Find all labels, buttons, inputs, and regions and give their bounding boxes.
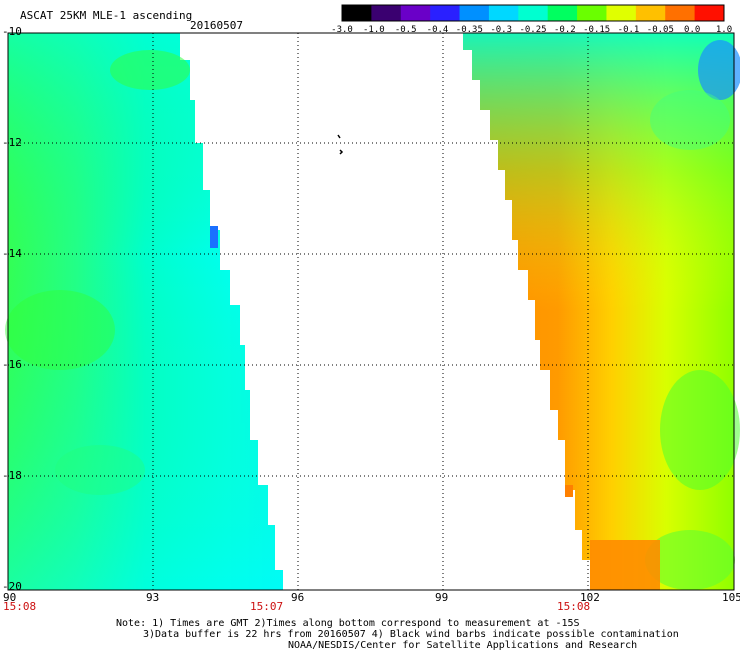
lat-label: -18: [2, 469, 22, 482]
lat-label: -12: [2, 136, 22, 149]
colorbar-tick-label: -0.2: [554, 25, 576, 35]
lat-label: -16: [2, 358, 22, 371]
colorbar-swatch: [342, 5, 372, 21]
colorbar-tick-label: -0.5: [395, 25, 417, 35]
colorbar-tick-label: -3.0: [331, 25, 353, 35]
colorbar-swatch: [665, 5, 696, 21]
colorbar-tick-label: -1.0: [363, 25, 385, 35]
footer-note-3: NOAA/NESDIS/Center for Satellite Applica…: [288, 640, 638, 651]
colorbar-swatch: [547, 5, 578, 21]
colorbar-tick-label: -0.25: [519, 25, 546, 35]
colorbar-swatch: [518, 5, 549, 21]
colorbar-frame: [341, 4, 725, 22]
colorbar-swatch: [606, 5, 637, 21]
time-label: 15:08: [557, 600, 591, 613]
left-swath: [5, 33, 283, 590]
colorbar-swatch: [694, 5, 725, 21]
lon-label: 93: [146, 591, 160, 604]
wind-barb: [337, 134, 344, 155]
time-label: 15:08: [3, 600, 37, 613]
lon-label: 99: [435, 591, 449, 604]
lon-label: 105: [722, 591, 740, 604]
colorbar-tick-label: 0.0: [684, 25, 700, 35]
colorbar: -3.0 -1.0 -0.5 -0.4 -0.35 -0.3 -0.25 -0.2 -0.15-…: [331, 4, 732, 35]
plot-frame: [7, 32, 735, 591]
colorbar-swatch: [488, 5, 519, 21]
lat-label: -14: [2, 247, 22, 260]
right-swath: [463, 33, 740, 590]
colorbar-swatch: [371, 5, 402, 21]
colorbar-swatch: [459, 5, 490, 21]
colorbar-swatch: [577, 5, 607, 21]
colorbar-tick-label: 1.0: [716, 25, 732, 35]
colorbar-tick-label: -0.4: [427, 25, 449, 35]
colorbar-tick-label: -0.1: [618, 25, 640, 35]
colorbar-tick-label: -0.15: [583, 25, 610, 35]
colorbar-tick-label: -0.3: [490, 25, 512, 35]
lat-label: -10: [2, 25, 22, 38]
colorbar-swatch: [635, 5, 666, 21]
footer-note-1: Note: 1) Times are GMT 2)Times along bot…: [116, 618, 580, 629]
colorbar-swatch: [400, 5, 431, 21]
product-title: ASCAT 25KM MLE-1 ascending: [20, 9, 193, 22]
graticule: [8, 33, 734, 590]
lat-label: -20: [2, 580, 22, 593]
colorbar-tick-label: -0.35: [456, 25, 483, 35]
footer-note-2: 3)Data buffer is 22 hrs from 20160507 4)…: [143, 629, 679, 640]
lon-label: 96: [291, 591, 305, 604]
colorbar-tick-label: -0.05: [647, 25, 674, 35]
time-label: 15:07: [250, 600, 284, 613]
product-date: 20160507: [190, 19, 243, 32]
lon-label: 90: [3, 591, 17, 604]
lon-label: 102: [580, 591, 600, 604]
colorbar-swatch: [430, 5, 461, 21]
